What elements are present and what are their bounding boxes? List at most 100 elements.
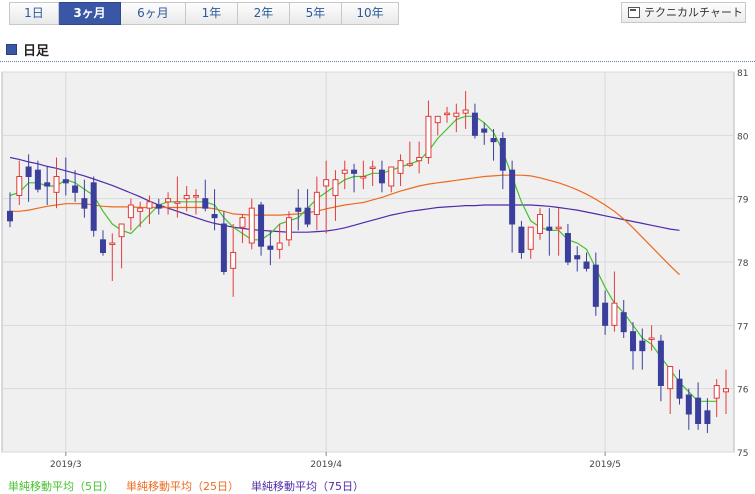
- candle-body: [397, 160, 404, 174]
- y-tick-label: 79: [737, 196, 749, 206]
- candle-body: [527, 226, 534, 250]
- candle-body: [211, 214, 218, 219]
- legend-ma25: 単純移動平均（25日）: [126, 480, 239, 493]
- chart-legend: 単純移動平均（5日） 単純移動平均（25日） 単純移動平均（75日）: [8, 478, 364, 494]
- candle-body: [388, 166, 395, 187]
- candle-body: [258, 204, 265, 247]
- candle-body: [109, 242, 116, 245]
- candle-body: [425, 115, 432, 158]
- candle-body: [685, 394, 692, 415]
- candle-body: [481, 128, 488, 133]
- candle-body: [406, 163, 413, 166]
- candle-body: [555, 226, 562, 230]
- candle-body: [537, 214, 544, 234]
- y-tick-label: 77: [737, 322, 748, 332]
- candle-body: [648, 337, 655, 340]
- candle-body: [7, 210, 13, 222]
- candle-body: [99, 239, 106, 253]
- x-tick-label: 2019/5: [589, 460, 621, 470]
- candle-body: [695, 397, 702, 424]
- candle-body: [667, 366, 674, 390]
- candle-body: [248, 207, 255, 244]
- candle-body: [146, 201, 153, 209]
- candle-body: [509, 169, 516, 225]
- candle-body: [304, 207, 311, 225]
- candle-body: [220, 223, 227, 272]
- tab-1d[interactable]: 1日: [9, 2, 59, 25]
- section-header: 日足: [6, 40, 49, 59]
- tab-10y[interactable]: 10年: [342, 2, 399, 25]
- candle-body: [444, 112, 451, 116]
- candle-body: [611, 302, 618, 326]
- candle-body: [62, 179, 69, 184]
- candle-body: [155, 204, 162, 209]
- ma-line-25: [10, 174, 680, 276]
- candle-body: [657, 340, 664, 386]
- ma-line-75: [9, 156, 680, 233]
- candle-body: [639, 340, 646, 352]
- candle-body: [25, 166, 32, 177]
- candle-body: [341, 169, 348, 174]
- candle-body: [574, 255, 581, 260]
- candle-body: [72, 185, 79, 193]
- candle-body: [174, 201, 181, 204]
- candle-body: [351, 169, 358, 174]
- candle-body: [118, 223, 125, 238]
- x-tick-label: 2019/4: [310, 460, 342, 470]
- period-tabs: 1日 3ヶ月 6ヶ月 1年 2年 5年 10年: [9, 2, 399, 25]
- candle-body: [239, 217, 246, 228]
- candle-body: [53, 176, 60, 193]
- candle-body: [295, 207, 302, 212]
- candle-body: [434, 115, 441, 124]
- candle-body: [378, 169, 385, 184]
- candle-body: [676, 378, 683, 399]
- candle-body: [276, 242, 283, 250]
- candle-body: [416, 157, 423, 162]
- section-title: 日足: [23, 44, 50, 59]
- candle-body: [323, 179, 330, 187]
- candle-body: [360, 176, 367, 179]
- candle-body: [165, 198, 172, 203]
- candle-body: [16, 176, 23, 196]
- y-tick-label: 76: [737, 386, 749, 396]
- candle-body: [499, 138, 506, 171]
- candle-body: [564, 233, 571, 263]
- technical-chart-label: テクニカルチャート: [644, 6, 743, 19]
- y-tick-label: 80: [737, 132, 749, 142]
- section-square-icon: [6, 44, 17, 55]
- chart-window-icon: [628, 7, 640, 18]
- tab-6m[interactable]: 6ヶ月: [121, 2, 186, 25]
- candle-body: [285, 217, 292, 241]
- y-tick-label: 81: [737, 69, 748, 79]
- candle-body: [704, 410, 711, 425]
- candle-body: [462, 109, 469, 114]
- technical-chart-button[interactable]: テクニカルチャート: [621, 2, 746, 23]
- candle-body: [127, 204, 134, 219]
- candle-body: [583, 261, 590, 269]
- candlestick-chart: 75 76 77 78 79 80 81 2019/3 2019/4 2019/5: [1, 69, 749, 470]
- candle-body: [518, 226, 525, 254]
- tab-3m[interactable]: 3ヶ月: [59, 2, 121, 25]
- candle-body: [471, 112, 478, 136]
- tab-5y[interactable]: 5年: [290, 2, 342, 25]
- candle-body: [723, 388, 729, 393]
- candle-body: [369, 166, 376, 169]
- tab-1y[interactable]: 1年: [186, 2, 238, 25]
- candle-body: [630, 331, 637, 352]
- candle-body: [183, 195, 190, 200]
- candle-body: [490, 138, 497, 143]
- candle-body: [620, 312, 627, 333]
- candle-body: [44, 182, 51, 187]
- candle-body: [192, 195, 199, 198]
- candle-body: [713, 385, 720, 399]
- y-tick-label: 75: [737, 449, 748, 459]
- candle-body: [602, 302, 609, 326]
- candle-body: [202, 198, 209, 209]
- candle-body: [592, 264, 599, 307]
- candle-body: [332, 179, 339, 196]
- candle-body: [267, 245, 274, 250]
- legend-ma75: 単純移動平均（75日）: [251, 480, 364, 493]
- candle-body: [453, 112, 460, 117]
- tab-2y[interactable]: 2年: [238, 2, 290, 25]
- candle-body: [313, 191, 320, 216]
